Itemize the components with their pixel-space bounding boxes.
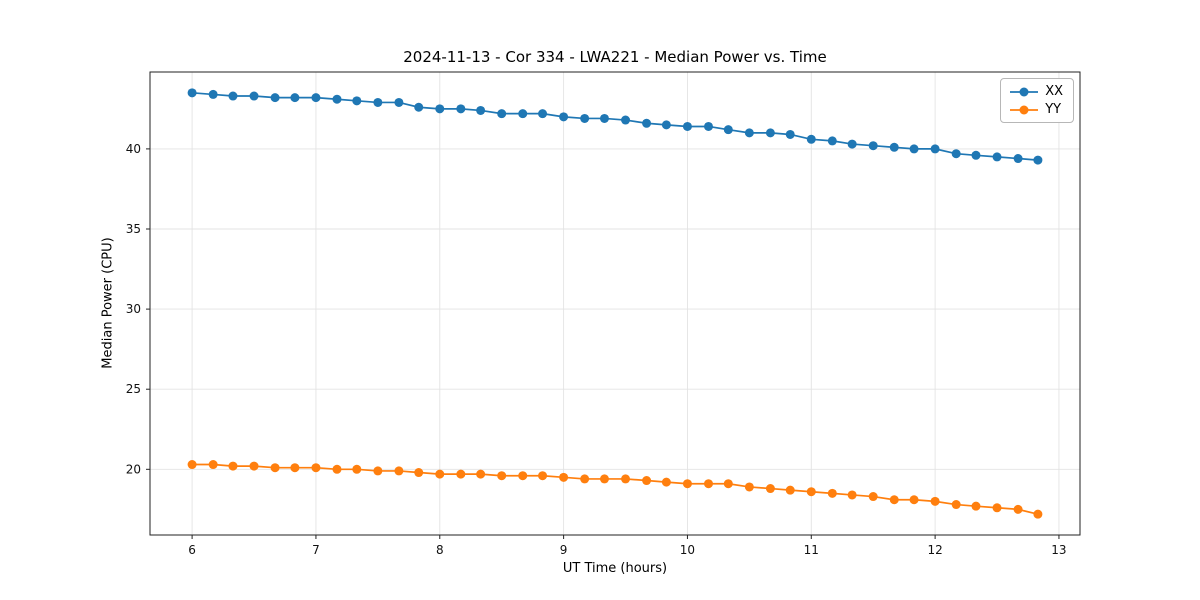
svg-text:13: 13 — [1051, 543, 1066, 557]
legend-label-xx: XX — [1045, 84, 1063, 99]
legend-entry-xx: XX — [1009, 84, 1063, 99]
y-axis-label: Median Power (CPU) — [100, 237, 116, 369]
legend-entry-yy: YY — [1009, 102, 1063, 117]
chart-title: 2024-11-13 - Cor 334 - LWA221 - Median P… — [403, 48, 827, 66]
svg-text:8: 8 — [436, 543, 444, 557]
svg-text:11: 11 — [804, 543, 819, 557]
svg-text:12: 12 — [927, 543, 942, 557]
svg-text:9: 9 — [560, 543, 568, 557]
legend: XX YY — [1000, 78, 1074, 123]
legend-swatch-xx — [1010, 87, 1039, 96]
svg-text:30: 30 — [126, 302, 141, 316]
svg-text:10: 10 — [680, 543, 695, 557]
legend-swatch-yy — [1010, 105, 1039, 114]
svg-text:40: 40 — [126, 142, 141, 156]
svg-text:6: 6 — [188, 543, 196, 557]
svg-text:20: 20 — [126, 462, 141, 476]
x-axis-label: UT Time (hours) — [562, 561, 668, 576]
svg-text:25: 25 — [126, 382, 141, 396]
legend-label-yy: YY — [1045, 102, 1062, 117]
svg-text:7: 7 — [312, 543, 320, 557]
svg-text:35: 35 — [126, 222, 141, 236]
